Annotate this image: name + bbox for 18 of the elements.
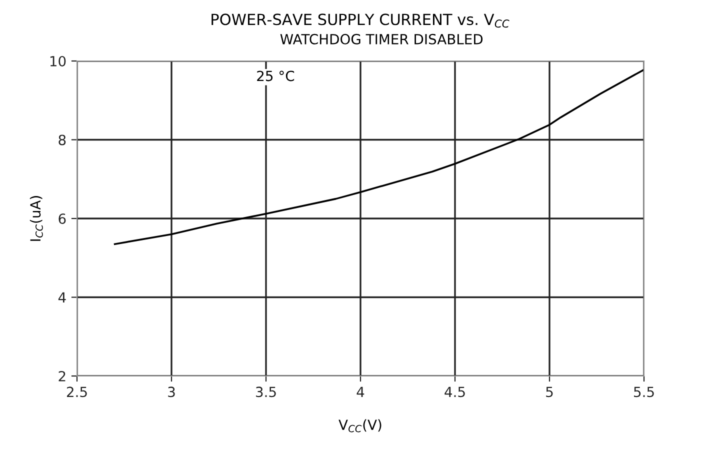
- annotation: 25 °C: [257, 70, 294, 82]
- chart-subtitle: WATCHDOG TIMER DISABLED: [280, 34, 483, 44]
- line-series: [114, 68, 644, 245]
- x-tick-label: 5: [546, 386, 553, 398]
- x-tick-label: 4.5: [444, 386, 465, 398]
- x-tick-label: 2.5: [66, 386, 87, 398]
- x-tick-label: 3.5: [256, 386, 276, 398]
- x-tick-label: 5.5: [634, 386, 654, 398]
- chart-title: POWER-SAVE SUPPLY CURRENT vs. V$_{CC}$: [212, 14, 510, 28]
- y-tick-label: 4: [58, 292, 66, 303]
- y-tick-label: 10: [50, 56, 66, 66]
- x-tick-label: 4: [356, 386, 364, 397]
- y-tick-label: 8: [58, 134, 66, 146]
- y-tick-label: 2: [58, 370, 66, 382]
- y-axis-title: I$_{CC}$(uA): [30, 196, 43, 241]
- x-tick-label: 3: [168, 386, 175, 398]
- x-axis-title: V$_{CC}$(V): [338, 419, 382, 432]
- y-tick-label: 6: [58, 213, 66, 224]
